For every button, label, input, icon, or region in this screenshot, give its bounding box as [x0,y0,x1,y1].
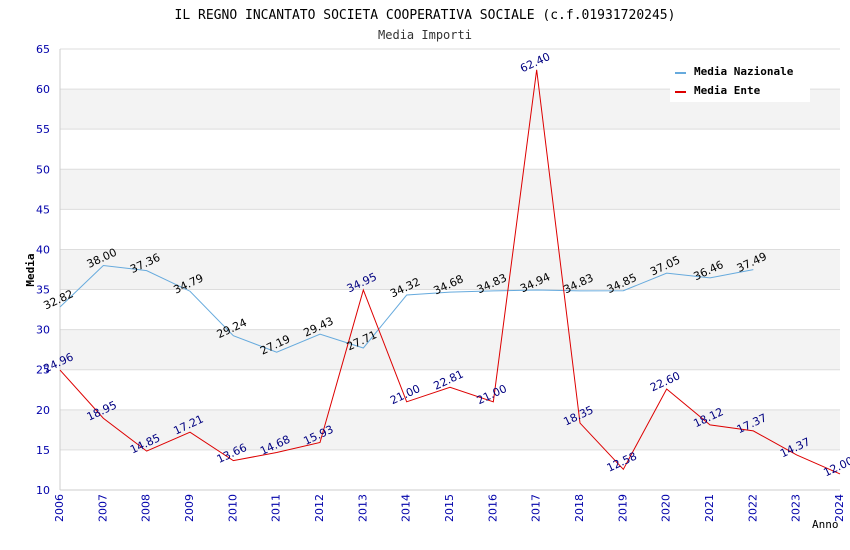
grid-band [60,209,840,250]
series-line-media-nazionale [59,264,754,353]
y-tick-label: 40 [36,243,50,256]
grid-band [60,129,840,170]
x-tick-label: 2007 [96,494,109,522]
grid-band [60,249,840,290]
x-tick-label: 2011 [270,494,283,522]
y-tick-label: 50 [36,163,50,176]
chart-title: IL REGNO INCANTATO SOCIETA COOPERATIVA S… [175,8,676,23]
x-tick-label: 2010 [226,494,239,522]
legend-label-media-ente: Media Ente [694,84,761,97]
y-tick-label: 35 [36,284,50,297]
x-tick-label: 2017 [530,494,543,522]
y-tick-label: 25 [36,364,50,377]
x-tick-label: 2012 [313,494,326,522]
legend-label-media-nazionale: Media Nazionale [694,65,794,78]
y-tick-label: 10 [36,484,50,497]
x-tick-label: 2022 [746,494,759,522]
grid-band [60,449,840,490]
x-tick-label: 2021 [703,494,716,522]
grid-band [60,289,840,330]
grid-band [60,329,840,370]
x-axis-label: Anno [812,518,839,531]
y-tick-label: 55 [36,123,50,136]
x-tick-label: 2015 [443,494,456,522]
y-tick-labels: 10 15 20 25 30 35 40 45 50 55 60 65 [36,43,50,497]
x-tick-label: 2013 [356,494,369,522]
x-tick-labels: 2006 2007 2008 2009 2010 2011 2012 2013 2014 2015… [53,494,846,522]
y-tick-label: 60 [36,83,50,96]
y-tick-label: 30 [36,324,50,337]
x-tick-label: 2014 [400,494,413,522]
grid-band [60,169,840,210]
grid-bands [60,49,840,490]
series-lines [59,69,841,475]
grid-band [60,369,840,410]
legend: Media Nazionale Media Ente [670,60,810,102]
y-axis-label: Media [24,253,37,286]
series-line-media-ente [59,69,841,475]
x-tick-label: 2006 [53,494,66,522]
x-tick-label: 2016 [486,494,499,522]
y-tick-label: 15 [36,444,50,457]
x-tick-label: 2019 [616,494,629,522]
x-tick-label: 2024 [833,494,846,522]
chart-subtitle: Media Importi [378,28,472,42]
x-tick-label: 2020 [660,494,673,522]
y-tick-label: 65 [36,43,50,56]
x-tick-label: 2008 [140,494,153,522]
x-tick-label: 2018 [573,494,586,522]
x-tick-label: 2009 [183,494,196,522]
grid-band [60,409,840,450]
y-tick-label: 45 [36,203,50,216]
y-tick-label: 20 [36,404,50,417]
x-tick-label: 2023 [790,494,803,522]
legend-box [670,60,810,102]
